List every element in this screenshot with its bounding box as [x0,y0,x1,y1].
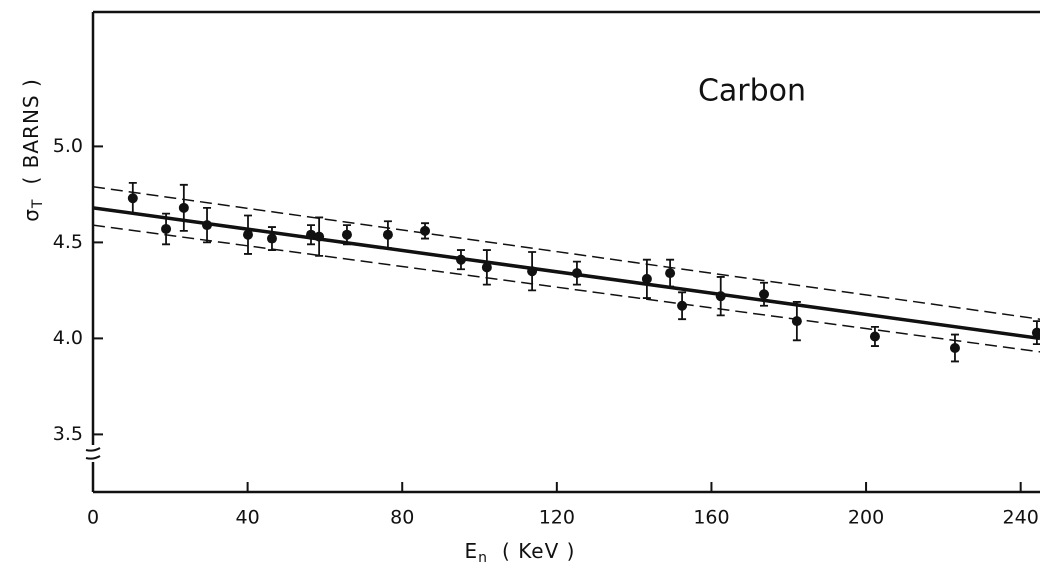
data-point [242,229,253,240]
y-label-unit: ( BARNS ) [19,78,43,184]
x-label-symbol: E [465,539,479,563]
fit-line [92,206,1040,341]
data-point [791,316,802,327]
data-point [341,229,352,240]
annotation: Carbon [698,74,806,109]
data-point [527,266,538,277]
data-point [382,229,393,240]
x-tick-label: 0 [87,507,99,529]
data-point [202,220,213,231]
y-tick-label: 3.5 [53,423,83,445]
x-tick-label: 120 [539,507,575,529]
data-point [571,268,582,279]
y-tick-label: 5.0 [53,135,83,157]
y-tick-label: 4.5 [53,231,83,253]
data-point [949,343,960,353]
data-point [665,268,676,279]
x-tick-label: 40 [236,507,260,529]
data-point [178,202,189,213]
data-point [455,254,466,265]
data-point [641,273,652,284]
data-point [759,289,770,300]
axis-break [85,447,101,460]
data-point [420,225,431,236]
x-label-unit: ( KeV ) [502,539,575,563]
y-label-symbol: σ [19,208,43,222]
data-point [715,291,726,302]
data-point [314,231,325,242]
data-point [266,233,277,244]
x-label-subscript: n [478,550,488,566]
dashed-line [92,185,1040,320]
x-tick-label: 200 [848,507,884,529]
x-axis-label: En ( KeV ) [465,539,576,567]
data-point [161,223,172,234]
x-tick-label: 160 [693,507,729,529]
y-label-subscript: T [30,199,46,210]
x-tick-label: 240 [1003,507,1039,529]
axis-break-mark [85,447,101,460]
data-point [1031,327,1040,338]
data-point [306,229,317,240]
x-tick-label: 80 [390,507,414,529]
y-axis-label: σT ( BARNS ) [19,78,47,222]
data-point [481,262,492,273]
y-tick-label: 4.0 [53,327,83,349]
dashed-line [92,224,1040,353]
data-point [677,300,688,311]
data-point [869,331,880,342]
data-point [127,193,138,204]
